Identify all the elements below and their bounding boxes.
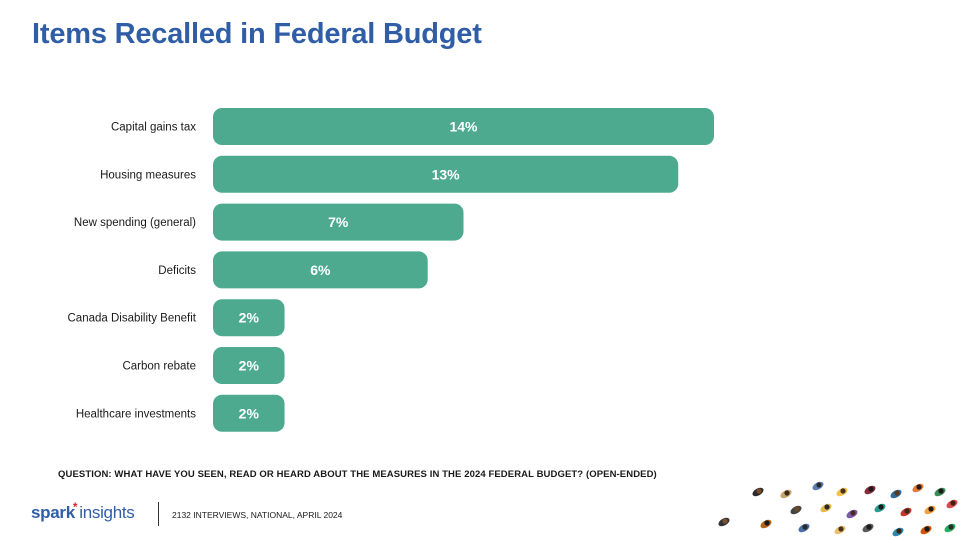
person-icon	[790, 505, 802, 515]
bar-value-label: 7%	[328, 214, 349, 230]
person-icon	[820, 503, 832, 513]
spark-insights-logo: spark* insights	[31, 500, 135, 523]
page-title: Items Recalled in Federal Budget	[32, 18, 482, 50]
survey-question: QUESTION: WHAT HAVE YOU SEEN, READ OR HE…	[58, 469, 657, 480]
footer-note: 2132 INTERVIEWS, NATIONAL, APRIL 2024	[172, 510, 343, 520]
person-icon	[760, 519, 772, 529]
bar-value-label: 2%	[239, 310, 260, 326]
logo-insights-text: insights	[79, 503, 135, 522]
person-icon	[846, 509, 858, 519]
person-icon	[862, 523, 874, 533]
person-icon	[752, 487, 764, 497]
bar	[213, 108, 714, 145]
bar-value-label: 2%	[239, 358, 260, 374]
bar-value-label: 14%	[449, 119, 478, 135]
bar	[213, 347, 285, 384]
category-label: Capital gains tax	[111, 122, 196, 134]
bar	[213, 299, 285, 337]
person-icon	[890, 489, 902, 499]
bar-value-label: 2%	[239, 405, 260, 421]
person-icon	[864, 485, 876, 495]
person-icon	[944, 523, 956, 533]
person-icon	[892, 527, 904, 537]
bar	[213, 394, 285, 432]
person-icon	[924, 505, 936, 515]
person-icon	[874, 503, 886, 513]
person-icon	[836, 487, 848, 497]
person-icon	[798, 523, 810, 533]
person-icon	[946, 499, 958, 509]
bar-chart: Capital gains tax 14% Housing measures 13% N…	[68, 108, 714, 432]
person-icon	[912, 483, 924, 493]
crowd-illustration	[718, 481, 958, 537]
bar-value-label: 13%	[432, 166, 461, 182]
footer-divider	[158, 502, 159, 526]
bar	[213, 203, 464, 241]
logo-spark-text: spark	[31, 503, 75, 522]
person-icon	[900, 507, 912, 517]
person-icon	[934, 487, 946, 497]
category-label: Deficits	[158, 265, 196, 277]
bar	[213, 251, 428, 289]
category-label: New spending (general)	[74, 217, 196, 229]
logo-star-icon: *	[72, 500, 78, 514]
category-label: Healthcare investments	[76, 408, 196, 420]
person-icon	[834, 525, 846, 535]
category-label: Canada Disability Benefit	[68, 313, 197, 325]
person-icon	[780, 489, 792, 499]
category-label: Carbon rebate	[122, 361, 196, 373]
category-label: Housing measures	[100, 169, 196, 181]
bar	[213, 155, 679, 193]
bar-value-label: 6%	[310, 262, 331, 278]
person-icon	[812, 481, 824, 491]
person-icon	[718, 517, 730, 527]
person-icon	[920, 525, 932, 535]
